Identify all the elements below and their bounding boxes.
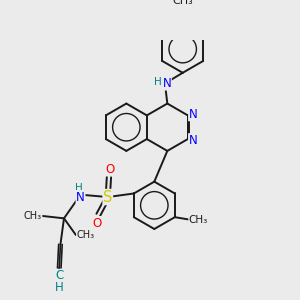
- Text: S: S: [103, 190, 112, 205]
- Text: CH₃: CH₃: [189, 214, 208, 224]
- Text: N: N: [163, 77, 171, 90]
- Text: N: N: [76, 190, 85, 203]
- Text: H: H: [76, 183, 83, 193]
- Text: H: H: [55, 281, 64, 294]
- Text: H: H: [154, 77, 162, 87]
- Text: CH₃: CH₃: [24, 211, 42, 221]
- Text: O: O: [106, 163, 115, 176]
- Text: N: N: [189, 108, 197, 121]
- Text: N: N: [189, 134, 197, 147]
- Text: CH₃: CH₃: [172, 0, 193, 6]
- Text: CH₃: CH₃: [77, 230, 95, 240]
- Text: C: C: [55, 269, 63, 282]
- Text: O: O: [92, 217, 102, 230]
